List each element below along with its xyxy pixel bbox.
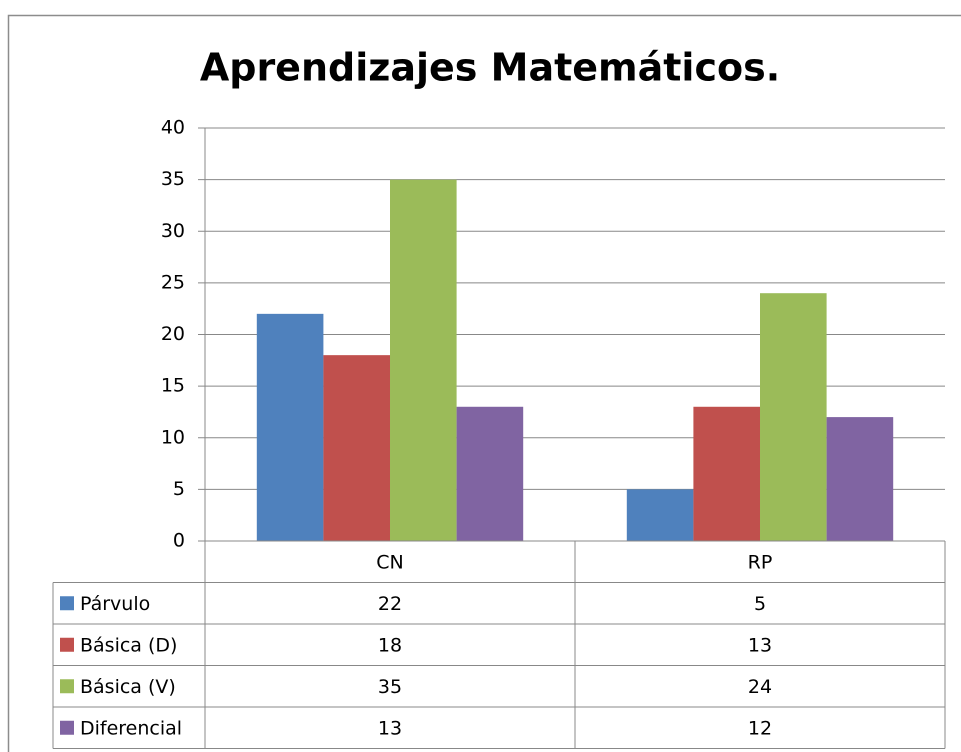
y-tick-label: 0 <box>173 530 185 552</box>
legend-swatch <box>60 637 74 652</box>
bar <box>693 406 760 541</box>
y-tick-label: 40 <box>161 117 185 139</box>
y-tick-label: 25 <box>161 271 185 293</box>
x-tick-label: CN <box>376 551 403 573</box>
y-tick-label: 35 <box>161 168 185 190</box>
table-value: 12 <box>748 717 772 739</box>
legend-label: Párvulo <box>80 593 150 615</box>
y-tick-label: 5 <box>173 478 185 500</box>
bar <box>826 417 894 541</box>
chart-title: Aprendizajes Matemáticos. <box>200 46 780 90</box>
y-tick-label: 30 <box>161 220 185 242</box>
legend-swatch <box>60 596 74 611</box>
bar <box>256 313 324 541</box>
table-value: 13 <box>378 717 402 739</box>
table-value: 18 <box>378 634 402 656</box>
legend-swatch <box>60 720 74 735</box>
bar <box>626 489 694 541</box>
table-value: 22 <box>378 593 402 615</box>
bar <box>390 179 457 541</box>
y-tick-label: 15 <box>161 375 185 397</box>
table-value: 35 <box>378 676 402 698</box>
bar <box>760 293 827 541</box>
y-tick-label: 20 <box>161 323 185 345</box>
table-value: 13 <box>748 634 772 656</box>
legend-label: Diferencial <box>80 717 182 739</box>
legend-swatch <box>60 679 74 694</box>
table-value: 24 <box>748 676 772 698</box>
legend-label: Básica (V) <box>80 676 176 698</box>
y-tick-label: 10 <box>161 426 185 448</box>
bar <box>456 406 524 541</box>
x-tick-label: RP <box>748 551 773 573</box>
table-value: 5 <box>754 593 766 615</box>
bar <box>323 355 390 541</box>
legend-label: Básica (D) <box>80 634 177 656</box>
